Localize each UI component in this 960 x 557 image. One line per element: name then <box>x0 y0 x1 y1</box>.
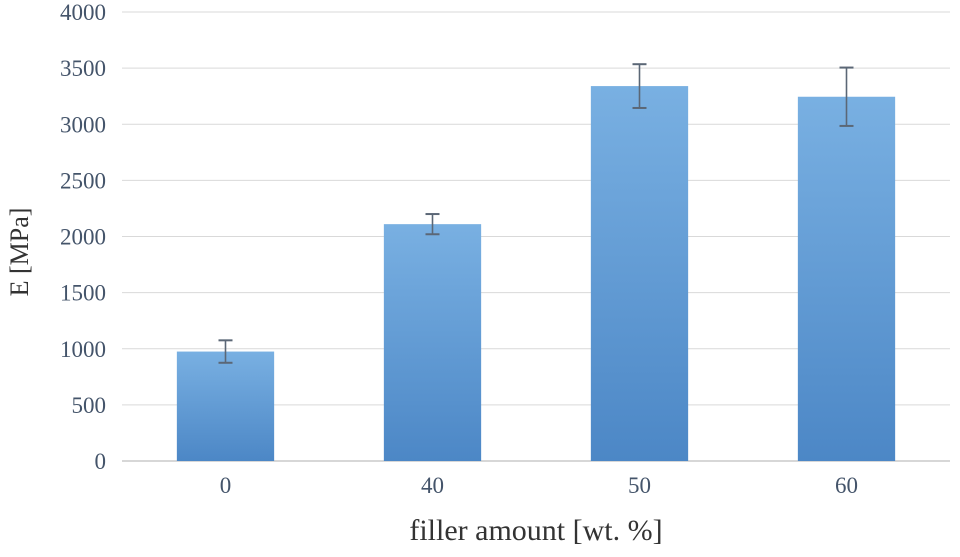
bar <box>383 224 482 461</box>
x-axis-title: filler amount [wt. %] <box>409 514 662 547</box>
x-category-label: 40 <box>421 473 444 498</box>
y-tick-label: 2500 <box>60 168 106 193</box>
y-tick-label: 3000 <box>60 112 106 137</box>
x-category-label: 0 <box>220 473 232 498</box>
y-tick-label: 3500 <box>60 56 106 81</box>
y-tick-label: 2000 <box>60 225 106 250</box>
x-category-label: 60 <box>835 473 858 498</box>
plot-area: 0 500 1000 1500 2000 2500 3000 3500 4000 0 40 50 60 <box>60 0 950 498</box>
y-axis-title: E [MPa] <box>5 208 34 297</box>
y-tick-label: 1500 <box>60 281 106 306</box>
x-category-label: 50 <box>628 473 651 498</box>
y-tick-label: 1000 <box>60 337 106 362</box>
bar <box>176 351 275 461</box>
y-tick-label: 0 <box>95 449 107 474</box>
bar <box>797 96 896 461</box>
y-tick-label: 4000 <box>60 0 106 25</box>
bar <box>590 86 689 462</box>
y-tick-label: 500 <box>72 393 107 418</box>
